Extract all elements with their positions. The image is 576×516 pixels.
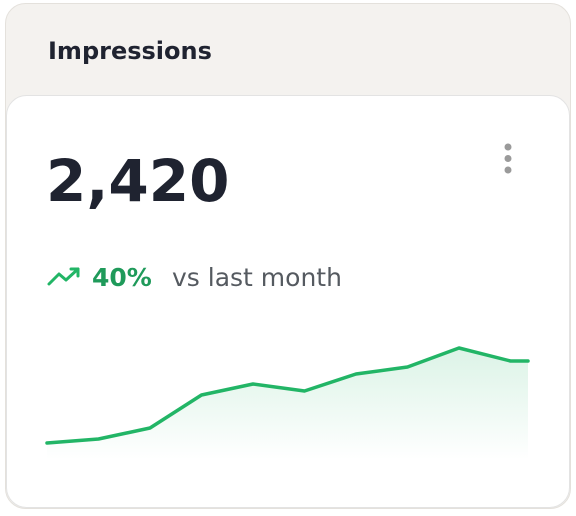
- comparison-text: vs last month: [172, 263, 342, 292]
- change-value: 40%: [92, 263, 152, 292]
- card-title: Impressions: [48, 37, 212, 65]
- metric-value: 2,420: [46, 147, 229, 215]
- sparkline-area: [47, 348, 528, 460]
- sparkline: [45, 346, 530, 460]
- trend-icon: [47, 267, 80, 286]
- menu-button[interactable]: [504, 143, 512, 174]
- sparkline-line: [45, 346, 530, 445]
